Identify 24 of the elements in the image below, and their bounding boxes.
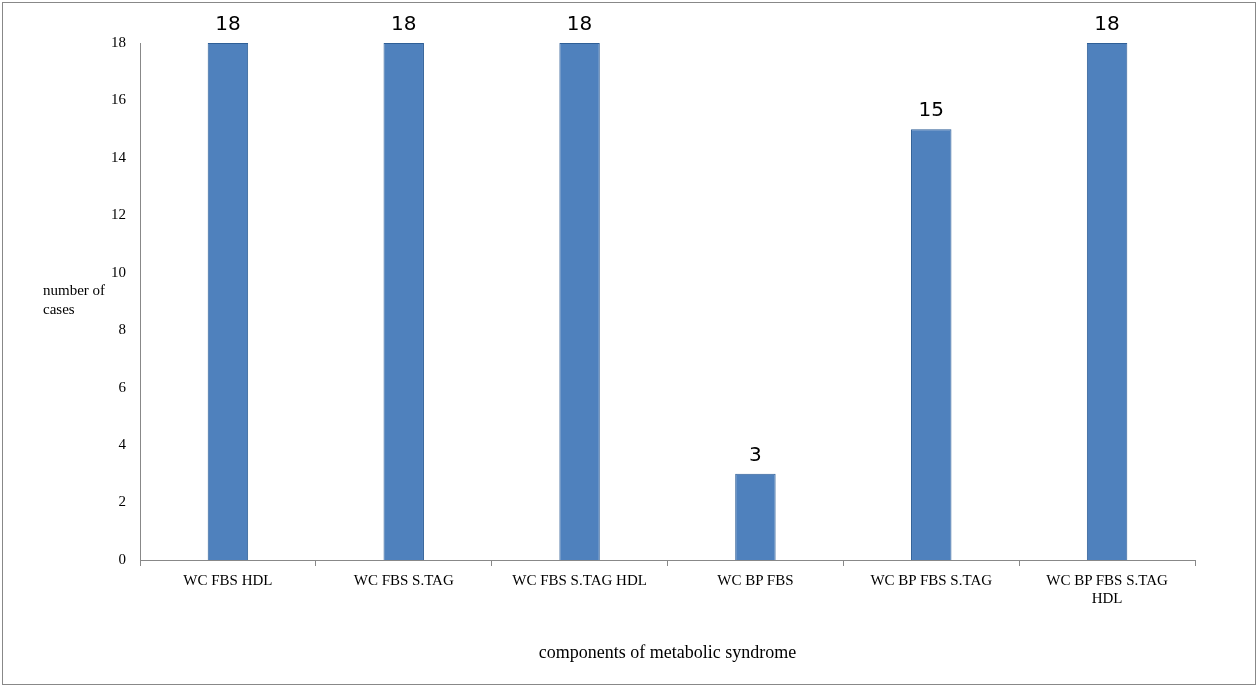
- data-label: 3: [749, 442, 762, 467]
- data-label: 18: [215, 11, 241, 36]
- x-tick-label: WC BP FBS S.TAG: [870, 571, 993, 588]
- y-tick-label: 12: [111, 206, 126, 223]
- y-tick-label: 6: [118, 378, 127, 395]
- data-label: 18: [566, 11, 593, 36]
- y-tick-label: 14: [111, 148, 127, 165]
- data-label: 15: [918, 97, 944, 122]
- y-tick-label: 4: [118, 436, 127, 453]
- y-tick-label: 18: [111, 33, 126, 50]
- y-tick-label: 2: [118, 493, 126, 510]
- y-tick-label: 16: [111, 91, 127, 108]
- y-tick-label: 8: [118, 321, 126, 338]
- x-tick-label: WC FBS S.TAG: [353, 571, 454, 588]
- x-tick-label: WC BP FBS S.TAG HDL: [1046, 571, 1169, 606]
- x-tick-label: WC BP FBS: [717, 571, 794, 588]
- data-label: 18: [391, 11, 417, 36]
- y-tick-label: 0: [118, 550, 126, 567]
- y-axis-title: number of cases: [43, 282, 106, 318]
- data-label: 18: [1094, 11, 1120, 36]
- x-tick-label: WC FBS HDL: [183, 571, 273, 588]
- x-axis-title: components of metabolic syndrome: [538, 641, 797, 662]
- x-tick-label: WC FBS S.TAG HDL: [512, 571, 647, 588]
- y-tick-label: 10: [111, 263, 126, 280]
